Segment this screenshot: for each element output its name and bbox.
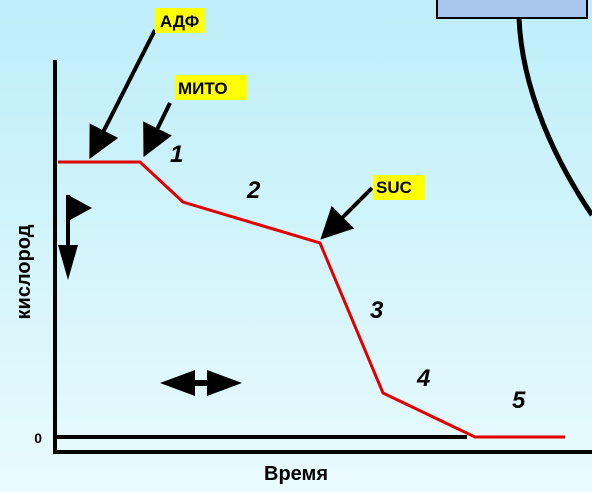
zero-label: 0	[34, 430, 42, 446]
page: 0 АДФ МИТО SUC 1 2 3 4 5 кислород Время …	[0, 0, 592, 492]
suc-label: SUC	[376, 178, 412, 197]
x-axis-title: Время	[264, 463, 328, 485]
diagram: 0 АДФ МИТО SUC 1 2 3 4 5 кислород Время	[0, 0, 592, 492]
y-axis-title: кислород	[13, 224, 35, 319]
phase-label: 1	[170, 141, 183, 168]
phase-label: 5	[512, 387, 526, 414]
phase-label: 4	[416, 365, 430, 392]
phase-label: 3	[370, 297, 384, 324]
electrode-box	[437, 0, 587, 18]
adp-label: АДФ	[160, 12, 199, 31]
phase-label: 2	[246, 177, 261, 204]
mito-label: МИТО	[178, 79, 228, 98]
background	[0, 0, 592, 492]
